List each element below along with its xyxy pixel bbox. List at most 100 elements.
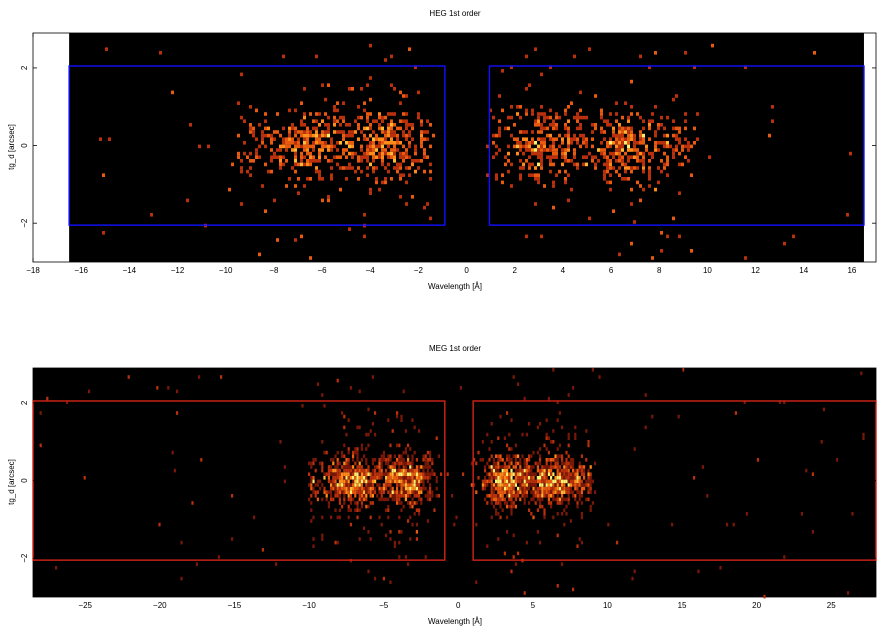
count-cell (506, 443, 509, 448)
count-cell (486, 432, 489, 437)
count-cell (541, 497, 544, 502)
count-cell (490, 497, 493, 502)
count-cell (503, 551, 506, 556)
count-cell (306, 159, 309, 163)
count-cell (306, 126, 309, 131)
count-cell (589, 490, 592, 494)
count-cell (536, 465, 539, 469)
count-cell (525, 54, 528, 59)
count-cell (300, 133, 303, 138)
count-cell (336, 476, 339, 480)
count-cell (338, 468, 341, 473)
count-cell (408, 133, 411, 138)
count-cell (369, 486, 372, 491)
count-cell (267, 169, 270, 174)
count-cell (327, 472, 330, 476)
count-cell (550, 465, 553, 469)
count-cell (309, 256, 312, 260)
count-cell (558, 501, 561, 505)
count-cell (648, 119, 651, 123)
count-cell (540, 166, 543, 170)
count-cell (291, 148, 294, 152)
count-cell (618, 144, 621, 149)
count-cell (567, 436, 570, 440)
count-cell (318, 148, 321, 152)
count-cell (336, 515, 339, 520)
count-cell (369, 126, 372, 131)
count-cell (525, 108, 528, 113)
count-cell (558, 486, 561, 491)
count-cell (375, 155, 378, 159)
count-cell (360, 169, 363, 174)
count-cell (237, 101, 240, 105)
count-cell (415, 468, 418, 473)
count-cell (644, 393, 647, 397)
count-cell (570, 137, 573, 141)
count-cell (497, 436, 500, 440)
count-cell (642, 187, 645, 192)
count-cell (648, 151, 651, 156)
count-cell (354, 476, 357, 480)
count-cell (418, 494, 421, 498)
count-cell (398, 479, 401, 484)
count-cell (393, 148, 396, 152)
count-cell (521, 468, 524, 473)
count-cell (99, 137, 102, 141)
count-cell (413, 450, 416, 455)
count-cell (547, 450, 550, 455)
count-cell (426, 155, 429, 159)
count-cell (357, 177, 360, 181)
count-cell (294, 141, 297, 145)
count-cell (357, 105, 360, 109)
count-cell (455, 515, 458, 520)
count-cell (519, 105, 522, 109)
count-cell (530, 479, 533, 484)
count-cell (525, 144, 528, 149)
count-cell (495, 144, 498, 149)
count-cell (519, 465, 522, 469)
count-cell (547, 479, 550, 484)
count-cell (525, 479, 528, 484)
count-cell (347, 494, 350, 498)
count-cell (314, 490, 317, 494)
count-cell (365, 472, 368, 476)
count-cell (309, 177, 312, 181)
count-cell (300, 159, 303, 163)
count-cell (525, 159, 528, 163)
count-cell (396, 458, 399, 462)
count-cell (618, 173, 621, 177)
count-cell (481, 483, 484, 487)
count-cell (429, 490, 432, 494)
count-cell (479, 458, 482, 462)
count-cell (252, 126, 255, 131)
count-cell (400, 508, 403, 512)
count-cell (639, 54, 642, 59)
count-cell (431, 494, 434, 498)
count-cell (510, 501, 513, 505)
count-cell (303, 133, 306, 138)
count-cell (351, 144, 354, 149)
count-cell (519, 115, 522, 120)
count-cell (334, 465, 337, 469)
count-cell (519, 148, 522, 152)
count-cell (550, 494, 553, 498)
count-cell (501, 173, 504, 177)
count-cell (506, 504, 509, 509)
count-cell (354, 130, 357, 134)
x-tick-label: 20 (752, 601, 761, 610)
count-cell (389, 468, 392, 473)
count-cell (508, 458, 511, 462)
count-cell (490, 468, 493, 473)
count-cell (675, 94, 678, 98)
count-cell (648, 166, 651, 170)
count-cell (546, 133, 549, 138)
count-cell (413, 490, 416, 494)
count-cell (648, 177, 651, 181)
count-cell (627, 166, 630, 170)
count-cell (303, 184, 306, 188)
count-cell (264, 162, 267, 167)
count-cell (429, 458, 432, 462)
x-tick-label: 4 (561, 266, 566, 275)
count-cell (508, 504, 511, 509)
count-cell (497, 497, 500, 502)
